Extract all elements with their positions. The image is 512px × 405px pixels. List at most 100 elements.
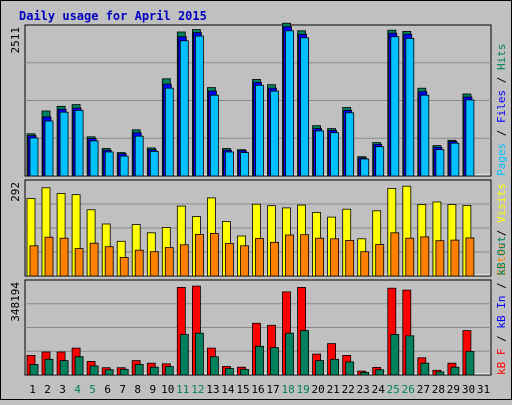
x-tick-label: 24 [372,383,386,396]
bar-pages [89,140,99,177]
x-tick-label: 11 [176,383,189,396]
x-tick-label: 18 [281,383,294,396]
bar-kb-out [74,356,84,376]
bar-kb-out [164,366,174,376]
bar-sites [134,249,144,277]
bar-sites [74,248,84,277]
x-tick-label: 27 [417,383,430,396]
x-tick-label: 20 [311,383,324,396]
x-axis-labels: 1 2 3 4 5 6 7 8 9 10 11 12 13 14 15 16 17 18 19 20 21 22 23 24 2… [29,383,490,396]
x-tick-label: 14 [221,383,235,396]
bar-kb-out [149,366,159,376]
x-tick-label: 26 [402,383,415,396]
bar-kb-out [194,332,204,376]
panel-max-label: 2511 [9,27,22,54]
x-tick-label: 31 [477,383,490,396]
bar-sites [360,251,370,277]
x-tick-label: 25 [387,383,400,396]
bar-kb-out [270,347,279,376]
bar-kb-out [345,361,355,376]
legend-entry: kB F [495,349,508,376]
x-tick-label: 29 [447,383,460,396]
bar-sites [390,232,400,277]
x-tick-label: 19 [296,383,309,396]
bar-pages [179,40,189,177]
bar-sites [104,246,114,277]
bar-pages [360,158,370,177]
bar-sites [59,237,69,277]
bar-sites [29,245,39,277]
bar-kb-out [465,351,475,376]
bar-pages [164,87,174,177]
bar-pages [134,135,144,177]
x-tick-label: 3 [59,383,66,396]
bar-sites [315,237,325,277]
bar-kb-out [224,368,234,376]
bar-pages [240,152,249,177]
bar-pages [300,37,310,177]
x-tick-label: 8 [134,383,141,396]
bar-pages [224,151,234,177]
bar-kb-out [315,360,325,376]
x-tick-label: 1 [29,383,36,396]
bar-pages [435,149,445,177]
bar-sites [240,245,249,277]
panel-max-label: 292 [9,182,22,202]
bar-sites [450,239,460,277]
bar-pages [330,132,340,177]
bar-kb-out [104,369,114,376]
panel-kbytes: 348194 kB F / kB In / kB Out [9,236,508,376]
x-tick-label: 15 [236,383,249,396]
bar-kb-out [134,364,144,376]
chart-panels: 2511 Pages / Files / Hits 292 Sites / Visit… [9,22,508,376]
x-tick-label: 4 [74,383,81,396]
bar-pages [104,151,114,177]
bar-pages [405,38,415,177]
bar-kb-out [330,358,340,376]
bar-kb-out [255,345,264,376]
bar-kb-out [405,335,415,376]
legend-entry: kB In [495,296,508,329]
bar-sites [435,240,445,277]
legend-entry: Sites [495,243,508,276]
x-tick-label: 10 [161,383,174,396]
bar-kb-out [240,368,249,376]
bar-pages [149,150,159,177]
x-tick-label: 9 [149,383,156,396]
bar-sites [164,247,174,277]
legend-entry: kB Out [495,236,508,276]
bar-pages [119,155,129,177]
bar-pages [74,110,84,177]
bar-kb-out [89,365,99,376]
bar-kb-out [209,356,219,376]
x-tick-label: 22 [342,383,355,396]
bar-sites [194,233,204,277]
panel-visits-sites: 292 Sites / Visits [9,179,508,277]
bar-pages [465,99,475,177]
legend-entry: Pages [495,143,508,176]
panel-max-label: 348194 [9,282,22,322]
legend-entry: / [495,70,508,90]
x-tick-label: 12 [191,383,204,396]
bar-pages [44,120,54,177]
panel-hits-files-pages: 2511 Pages / Files / Hits [9,22,508,177]
bar-sites [270,241,279,277]
bar-kb-out [29,364,39,376]
bar-kb-out [44,358,54,376]
legend-entry: / [495,276,508,296]
x-tick-label: 5 [89,383,96,396]
bar-sites [209,233,219,277]
bar-kb-out [59,360,69,376]
x-tick-label: 13 [206,383,219,396]
bar-sites [119,256,129,277]
bar-sites [89,242,99,277]
bar-pages [450,142,460,177]
bar-kb-out [450,366,460,376]
x-tick-label: 21 [327,383,340,396]
legend-entry: / [495,123,508,143]
bar-kb-out [435,371,445,376]
bar-sites [375,244,385,277]
bar-pages [285,30,294,177]
legend-entry: / [495,329,508,349]
